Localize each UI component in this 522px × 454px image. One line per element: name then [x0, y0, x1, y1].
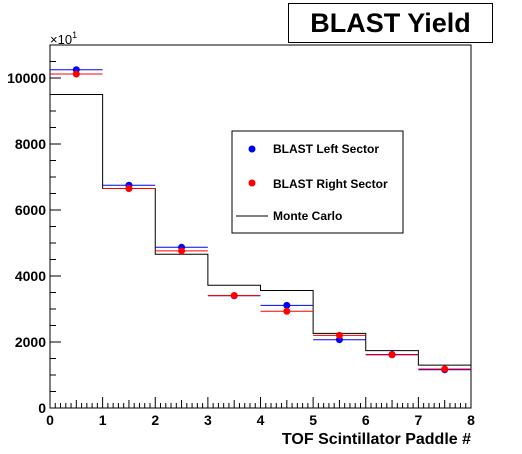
- legend-label-left-sector: BLAST Left Sector: [273, 142, 379, 156]
- x-tick-label: 0: [46, 412, 54, 428]
- legend-marker-right-sector: [248, 179, 256, 187]
- data-point-right-sector: [441, 365, 449, 373]
- x-tick-label: 7: [414, 412, 422, 428]
- legend-label-monte-carlo: Monte Carlo: [273, 209, 342, 223]
- y-tick-label: 0: [38, 400, 46, 416]
- data-point-left-sector: [283, 301, 291, 309]
- data-point-right-sector: [283, 307, 291, 315]
- y-tick-label: 2000: [15, 334, 46, 350]
- y-tick-label: 4000: [15, 268, 46, 284]
- data-point-right-sector: [335, 331, 343, 339]
- x-tick-label: 5: [309, 412, 317, 428]
- tick-labels: 0 1 2 3 4 5 6 7 8 0 2000 4000 6000 8000 10000: [7, 70, 475, 428]
- x-tick-label: 2: [151, 412, 159, 428]
- legend-label-right-sector: BLAST Right Sector: [273, 177, 388, 191]
- data-point-right-sector: [230, 291, 238, 299]
- y-axis-multiplier: ×101: [50, 30, 77, 47]
- x-tick-label: 1: [99, 412, 107, 428]
- legend: BLAST Left Sector BLAST Right Sector Mon…: [231, 130, 404, 234]
- data-point-right-sector: [72, 70, 80, 78]
- chart-title: BLAST Yield: [310, 7, 471, 38]
- x-tick-label: 6: [362, 412, 370, 428]
- x-tick-label: 4: [257, 412, 265, 428]
- monte-carlo-step-line: [49, 94, 472, 408]
- data-point-right-sector: [178, 247, 186, 255]
- data-points: [50, 66, 471, 374]
- data-point-right-sector: [388, 351, 396, 359]
- data-point-right-sector: [125, 185, 133, 193]
- y-tick-label: 6000: [15, 202, 46, 218]
- chart-title-box: BLAST Yield: [288, 3, 493, 43]
- x-tick-label: 3: [204, 412, 212, 428]
- y-tick-label: 8000: [15, 136, 46, 152]
- monte-carlo-histogram: [49, 94, 472, 408]
- y-tick-label: 10000: [7, 70, 46, 86]
- x-axis-label: TOF Scintillator Paddle #: [282, 431, 471, 448]
- x-tick-label: 8: [467, 412, 475, 428]
- axes: [49, 44, 472, 409]
- legend-marker-left-sector: [248, 145, 256, 153]
